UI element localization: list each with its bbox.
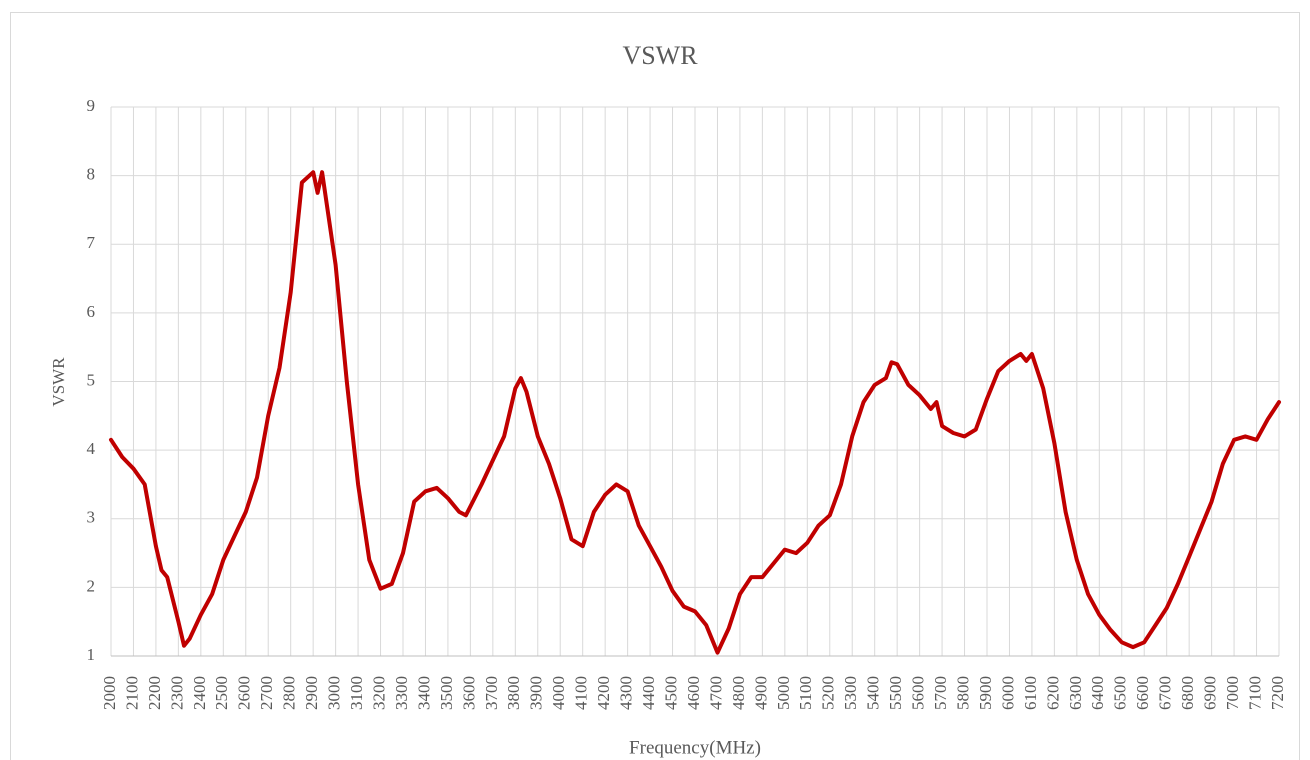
x-tick-label: 6100 — [1021, 676, 1040, 710]
x-tick-label: 2200 — [145, 676, 164, 710]
x-tick-label: 3600 — [459, 676, 478, 710]
chart-title: VSWR — [622, 41, 698, 70]
x-tick-label: 3800 — [504, 676, 523, 710]
x-tick-label: 3200 — [369, 676, 388, 710]
x-tick-label: 5800 — [953, 676, 972, 710]
x-tick-label: 2700 — [257, 676, 276, 710]
x-tick-label: 3300 — [392, 676, 411, 710]
x-tick-label: 3400 — [414, 676, 433, 710]
x-tick-label: 3700 — [482, 676, 501, 710]
x-tick-label: 5300 — [841, 676, 860, 710]
x-tick-label: 3500 — [437, 676, 456, 710]
x-tick-label: 3000 — [325, 676, 344, 710]
y-tick-label: 6 — [87, 302, 96, 321]
x-tick-label: 2000 — [100, 676, 119, 710]
x-tick-label: 6300 — [1066, 676, 1085, 710]
x-tick-label: 2900 — [302, 676, 321, 710]
x-tick-label: 2800 — [280, 676, 299, 710]
y-tick-label: 5 — [87, 370, 96, 389]
x-tick-label: 4400 — [639, 676, 658, 710]
y-tick-label: 1 — [87, 645, 96, 664]
x-tick-label: 4800 — [729, 676, 748, 710]
x-tick-label: 2600 — [235, 676, 254, 710]
x-tick-label: 5900 — [976, 676, 995, 710]
x-tick-label: 6800 — [1178, 676, 1197, 710]
x-tick-label: 5100 — [796, 676, 815, 710]
y-tick-label: 8 — [87, 165, 96, 184]
data-line — [109, 170, 1281, 655]
x-tick-label: 6000 — [998, 676, 1017, 710]
y-tick-label: 3 — [87, 508, 96, 527]
x-tick-label: 5000 — [774, 676, 793, 710]
x-axis-label: Frequency(MHz) — [629, 737, 761, 758]
x-tick-label: 5200 — [819, 676, 838, 710]
x-tick-label: 7200 — [1268, 676, 1287, 710]
y-tick-label: 4 — [87, 439, 96, 458]
x-tick-label: 4000 — [549, 676, 568, 710]
y-tick-label: 9 — [87, 96, 96, 115]
x-tick-label: 4100 — [572, 676, 591, 710]
x-tick-label: 4700 — [706, 676, 725, 710]
x-tick-label: 7100 — [1245, 676, 1264, 710]
x-tick-label: 5500 — [886, 676, 905, 710]
x-tick-label: 6500 — [1111, 676, 1130, 710]
x-tick-label: 7000 — [1223, 676, 1242, 710]
x-tick-label: 4300 — [617, 676, 636, 710]
x-tick-label: 6600 — [1133, 676, 1152, 710]
x-tick-label: 2100 — [122, 676, 141, 710]
x-tick-label: 4500 — [661, 676, 680, 710]
x-tick-label: 5700 — [931, 676, 950, 710]
x-tick-label: 2500 — [212, 676, 231, 710]
x-tick-label: 6700 — [1156, 676, 1175, 710]
x-tick-label: 6200 — [1043, 676, 1062, 710]
x-tick-label: 5600 — [909, 676, 928, 710]
x-tick-label: 5400 — [864, 676, 883, 710]
x-tick-label: 6900 — [1201, 676, 1220, 710]
chart-frame — [10, 12, 1300, 760]
x-tick-label: 6400 — [1088, 676, 1107, 710]
x-tick-label: 2300 — [167, 676, 186, 710]
x-tick-label: 4900 — [751, 676, 770, 710]
x-tick-label: 4200 — [594, 676, 613, 710]
y-axis-label: VSWR — [49, 357, 68, 407]
y-tick-label: 7 — [87, 233, 96, 252]
x-tick-label: 3900 — [527, 676, 546, 710]
x-tick-label: 4600 — [684, 676, 703, 710]
x-tick-label: 2400 — [190, 676, 209, 710]
y-tick-label: 2 — [87, 576, 96, 595]
x-tick-label: 3100 — [347, 676, 366, 710]
